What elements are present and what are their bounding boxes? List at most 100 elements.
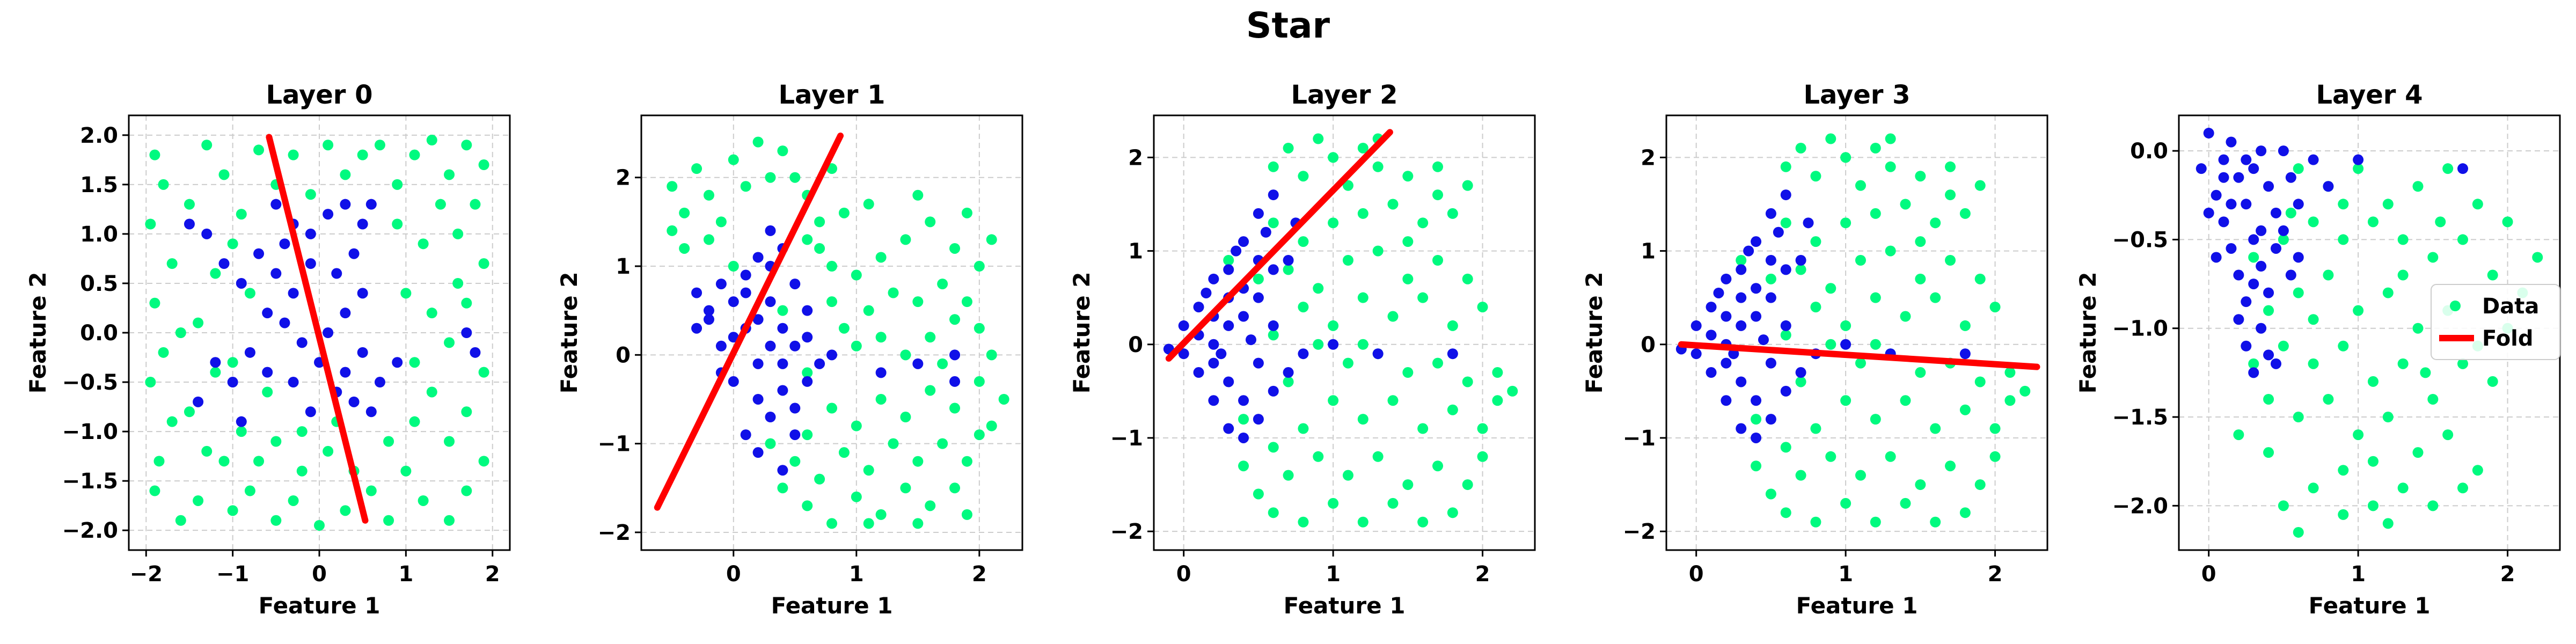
data-point [218, 258, 230, 269]
data-point [1825, 133, 1836, 144]
data-point [1721, 311, 1732, 322]
data-point [1372, 348, 1384, 360]
data-point [777, 145, 788, 157]
data-point [2203, 128, 2214, 139]
data-point [777, 305, 788, 316]
y-tick-label: −1 [1110, 426, 1143, 451]
data-point [667, 181, 678, 192]
data-point [912, 358, 924, 369]
data-point [153, 456, 165, 467]
data-point [1268, 189, 1279, 201]
data-point [2263, 393, 2274, 405]
y-tick-label: 2 [616, 166, 631, 191]
data-point [2004, 367, 2016, 378]
data-point [166, 416, 178, 427]
y-tick-label: 1 [616, 254, 631, 279]
data-point [193, 317, 204, 328]
data-point [888, 438, 899, 449]
data-point [1342, 255, 1353, 266]
data-point [1930, 292, 1941, 303]
data-point [2308, 154, 2319, 165]
data-point [1825, 283, 1836, 294]
data-point [1432, 161, 1444, 172]
data-point [2412, 323, 2424, 334]
data-point [826, 518, 837, 529]
x-tick-label: 2 [2500, 562, 2515, 587]
data-point [149, 297, 160, 309]
data-point [1223, 255, 1234, 266]
data-point [184, 199, 195, 210]
data-point [1245, 334, 1256, 346]
data-point [925, 332, 936, 343]
data-point [444, 436, 455, 447]
data-point [912, 296, 924, 308]
data-point [1223, 376, 1234, 387]
data-point [1900, 395, 1911, 406]
data-point [2353, 154, 2364, 165]
data-point [974, 323, 985, 334]
x-tick-label: 0 [726, 562, 741, 587]
data-point [374, 377, 385, 388]
data-point [789, 172, 801, 183]
data-point [2353, 305, 2364, 316]
data-point [1751, 311, 1762, 322]
data-point [814, 216, 825, 228]
data-point [478, 159, 489, 171]
y-tick-label: 2 [1128, 145, 1143, 170]
data-point [1447, 404, 1458, 415]
data-point [875, 252, 887, 263]
x-tick-label: −1 [216, 562, 249, 587]
data-point [1706, 367, 1717, 378]
data-point [1989, 302, 2001, 313]
data-point [1402, 236, 1414, 247]
data-point [279, 317, 290, 328]
subplot-4: 0 1 2 −2.0 −1.5 −1.0 −0.5 0.0 Layer 4 Feature 1 Fe… [2075, 80, 2561, 619]
data-point [1357, 339, 1368, 350]
data-point [715, 340, 727, 352]
data-point [1253, 488, 1264, 500]
data-point [2338, 340, 2349, 352]
data-point [2457, 163, 2469, 174]
data-point [1268, 330, 1279, 341]
data-point [2270, 207, 2281, 218]
data-point [1840, 497, 1851, 509]
data-point [444, 337, 455, 348]
data-point [1959, 404, 1971, 415]
y-axis-label: Feature 2 [25, 272, 51, 394]
data-point [1208, 395, 1219, 406]
x-axis-label: Feature 1 [1796, 592, 1918, 619]
data-point [1357, 414, 1368, 425]
data-point [1253, 208, 1264, 219]
y-tick-label: −0.5 [2112, 228, 2168, 252]
data-point [802, 429, 813, 441]
x-axis-label: Feature 1 [259, 592, 380, 619]
data-point [1328, 217, 1339, 229]
data-point [227, 377, 238, 388]
data-point [2308, 216, 2319, 228]
data-point [2019, 385, 2031, 397]
data-point [2382, 287, 2394, 298]
data-point [1765, 208, 1776, 219]
data-point [1253, 292, 1264, 303]
data-point [875, 332, 887, 343]
data-point [348, 248, 360, 259]
x-tick-label: 0 [2201, 562, 2216, 587]
data-point [2338, 465, 2349, 476]
fold-line [1165, 129, 1393, 362]
data-point [1268, 385, 1279, 397]
data-point [145, 218, 156, 230]
data-point [1780, 161, 1791, 172]
data-point [1870, 516, 1881, 528]
data-point [851, 491, 862, 502]
data-point [961, 456, 972, 467]
data-point [288, 377, 299, 388]
data-point [703, 234, 714, 245]
data-point [912, 518, 924, 529]
data-point [193, 495, 204, 506]
data-point [409, 357, 420, 368]
data-point [288, 149, 299, 160]
data-point [1974, 376, 1986, 387]
data-point [1328, 339, 1339, 350]
data-point [691, 163, 702, 174]
